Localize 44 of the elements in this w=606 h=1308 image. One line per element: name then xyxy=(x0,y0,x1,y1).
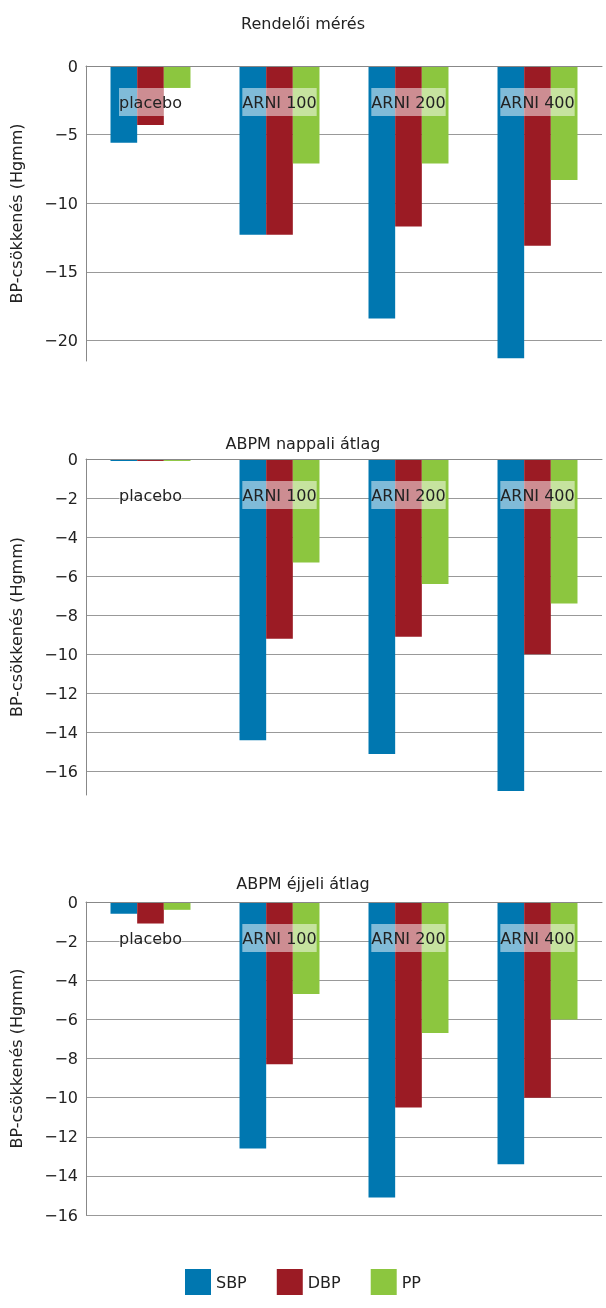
y-axis-title: BP-csökkenés (Hgmm) xyxy=(6,123,26,304)
y-tick-label: −8 xyxy=(54,605,78,625)
y-tick-label: −10 xyxy=(44,644,78,664)
x-tick-label: ARNI 400 xyxy=(500,92,575,112)
y-tick-label: 0 xyxy=(67,892,78,912)
x-tick-label: placebo xyxy=(119,485,182,505)
y-tick-label: −16 xyxy=(44,762,78,782)
legend-label: SBP xyxy=(215,1272,248,1292)
y-axis-title: BP-csökkenés (Hgmm) xyxy=(6,536,26,718)
x-tick-label: ARNI 200 xyxy=(371,928,446,948)
y-tick-label: −14 xyxy=(44,722,78,742)
y-tick-label: −2 xyxy=(54,931,78,951)
x-tick-label: ARNI 400 xyxy=(500,485,575,505)
chart-title: ABPM éjjeli átlag xyxy=(236,873,370,893)
y-tick-label: −14 xyxy=(44,1166,78,1186)
y-tick-label: −2 xyxy=(54,488,78,508)
legend-label: PP xyxy=(401,1272,422,1292)
y-tick-label: −4 xyxy=(54,527,78,547)
x-tick-label: ARNI 100 xyxy=(242,928,317,948)
y-tick-label: −10 xyxy=(44,193,78,213)
y-tick-label: −8 xyxy=(54,1049,78,1068)
y-tick-label: −5 xyxy=(54,125,78,145)
x-tick-label: placebo xyxy=(119,928,182,948)
y-tick-label: 0 xyxy=(67,449,78,469)
y-tick-label: −12 xyxy=(44,1127,78,1147)
x-tick-label: ARNI 100 xyxy=(242,485,317,505)
x-tick-label: ARNI 400 xyxy=(500,928,575,948)
x-tick-label: placebo xyxy=(119,92,182,112)
y-axis-title: BP-csökkenés (Hgmm) xyxy=(6,968,26,1149)
x-tick-label: ARNI 200 xyxy=(371,485,446,505)
y-tick-label: −20 xyxy=(44,330,78,350)
y-tick-label: −10 xyxy=(44,1088,78,1108)
chart-title: Rendelői mérés xyxy=(241,13,365,33)
y-tick-label: −6 xyxy=(54,1009,78,1029)
legend-label: DBP xyxy=(307,1272,342,1292)
y-tick-label: −16 xyxy=(44,1205,78,1225)
y-tick-label: 0 xyxy=(67,56,78,76)
y-tick-label: −4 xyxy=(54,970,78,990)
x-tick-label: ARNI 100 xyxy=(242,92,317,112)
y-tick-label: −6 xyxy=(54,566,78,586)
y-tick-label: −12 xyxy=(44,683,78,703)
y-tick-label: −15 xyxy=(44,262,78,282)
chart-title: ABPM nappali átlag xyxy=(225,433,381,453)
x-tick-label: ARNI 200 xyxy=(371,92,446,112)
